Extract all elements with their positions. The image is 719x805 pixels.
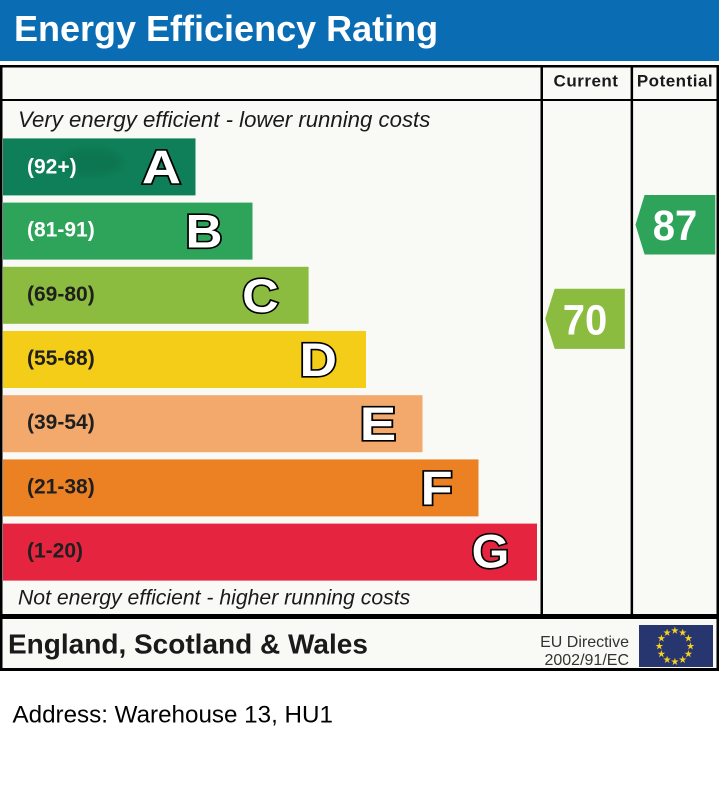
- svg-text:Address: Warehouse 13, HU1: Address: Warehouse 13, HU1: [13, 702, 333, 729]
- svg-text:(55-68): (55-68): [27, 347, 95, 370]
- svg-text:(1-20): (1-20): [27, 540, 83, 563]
- svg-text:Very energy efficient - lower: Very energy efficient - lower running co…: [18, 107, 430, 132]
- svg-text:(69-80): (69-80): [27, 283, 95, 306]
- svg-text:Not energy efficient - higher: Not energy efficient - higher running co…: [18, 587, 411, 610]
- svg-text:D: D: [300, 333, 337, 386]
- svg-text:F: F: [421, 461, 453, 514]
- svg-text:(81-91): (81-91): [27, 219, 95, 242]
- svg-text:Potential: Potential: [637, 72, 713, 91]
- svg-text:2002/91/EC: 2002/91/EC: [544, 652, 629, 669]
- svg-text:EU Directive: EU Directive: [540, 634, 629, 651]
- svg-text:England, Scotland & Wales: England, Scotland & Wales: [8, 629, 368, 660]
- svg-text:B: B: [186, 205, 223, 258]
- svg-text:(21-38): (21-38): [27, 475, 95, 498]
- svg-text:87: 87: [653, 202, 698, 250]
- svg-text:E: E: [360, 397, 397, 450]
- svg-text:A: A: [142, 140, 181, 193]
- svg-text:(92+): (92+): [27, 155, 77, 178]
- svg-text:(39-54): (39-54): [27, 411, 95, 434]
- svg-text:Current: Current: [554, 72, 619, 91]
- svg-text:G: G: [472, 525, 510, 578]
- svg-text:70: 70: [563, 296, 608, 344]
- svg-text:Energy Efficiency Rating: Energy Efficiency Rating: [14, 8, 438, 49]
- svg-text:C: C: [242, 269, 279, 322]
